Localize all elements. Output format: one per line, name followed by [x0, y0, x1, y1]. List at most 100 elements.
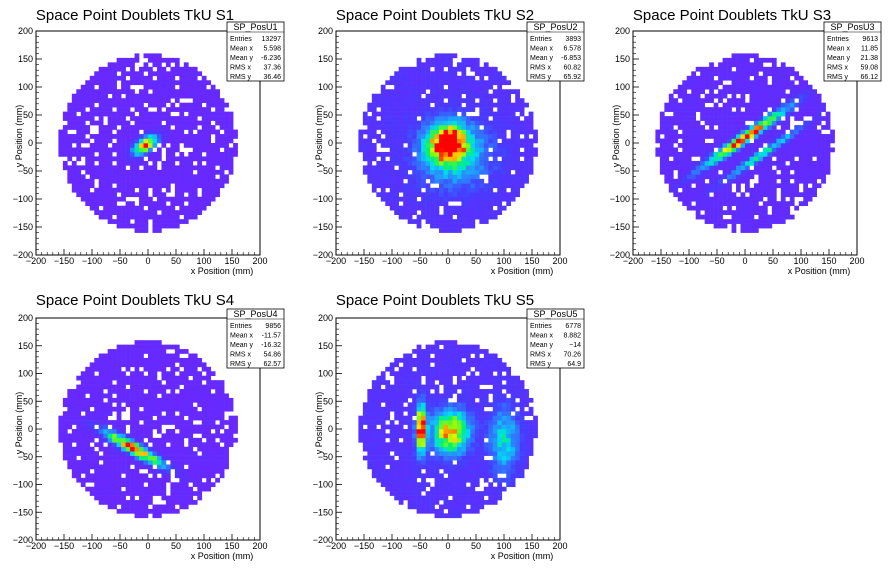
x-tick-label: −50 — [112, 256, 127, 266]
heatmap-cell — [452, 111, 458, 117]
heatmap-cell — [519, 165, 525, 171]
heatmap-cell — [367, 389, 373, 394]
heatmap-cell — [210, 397, 216, 403]
heatmap-cell — [762, 205, 768, 211]
heatmap-cell — [700, 89, 705, 95]
heatmap-cell — [152, 460, 158, 465]
heatmap-cell — [161, 420, 167, 425]
heatmap-cell — [731, 201, 737, 207]
heatmap-cell — [722, 183, 728, 189]
heatmap-cell — [434, 62, 440, 68]
heatmap-cell — [389, 134, 395, 139]
heatmap-cell — [156, 406, 162, 412]
heatmap-cell — [727, 169, 732, 175]
heatmap-cell — [745, 205, 750, 211]
heatmap-cell — [385, 178, 391, 184]
heatmap-cell — [412, 178, 417, 184]
heatmap-cell — [89, 451, 95, 456]
heatmap-cell — [659, 169, 665, 175]
heatmap-cell — [758, 196, 764, 202]
heatmap-cell — [483, 143, 489, 148]
heatmap-cell — [156, 442, 162, 448]
heatmap-cell — [398, 214, 404, 220]
heatmap-cell — [780, 84, 786, 90]
heatmap-cell — [89, 89, 95, 95]
heatmap-cell — [121, 219, 126, 224]
heatmap-cell — [170, 219, 176, 224]
heatmap-cell — [785, 116, 791, 121]
heatmap-cell — [798, 201, 804, 207]
heatmap-cell — [398, 486, 404, 492]
heatmap-cell — [515, 116, 520, 121]
heatmap-cell — [179, 349, 185, 354]
heatmap-cell — [700, 151, 705, 157]
heatmap-cell — [470, 196, 476, 202]
heatmap-cell — [398, 89, 404, 95]
heatmap-cell — [727, 196, 732, 202]
heatmap-cell — [98, 66, 104, 72]
heatmap-cell — [103, 196, 108, 202]
heatmap-cell — [376, 411, 382, 416]
heatmap-cell — [700, 205, 705, 211]
heatmap-cell — [85, 460, 91, 465]
heatmap-cell — [121, 380, 126, 385]
heatmap-cell — [439, 98, 444, 103]
heatmap-cell — [452, 75, 458, 81]
heatmap-cell — [700, 116, 705, 121]
heatmap-cell — [121, 107, 126, 112]
heatmap-cell — [407, 129, 413, 135]
heatmap-cell — [174, 415, 180, 421]
heatmap-cell — [143, 504, 149, 510]
heatmap-cell — [174, 147, 180, 153]
heatmap-cell — [452, 228, 458, 233]
heatmap-cell — [94, 393, 100, 399]
heatmap-cell — [780, 192, 786, 198]
heatmap-cell — [130, 214, 135, 220]
heatmap-cell — [452, 102, 458, 108]
heatmap-cell — [170, 201, 176, 207]
heatmap-cell — [403, 187, 408, 193]
heatmap-cell — [107, 165, 113, 171]
heatmap-cell — [776, 120, 782, 126]
heatmap-cell — [709, 80, 714, 86]
heatmap-cell — [816, 165, 822, 171]
heatmap-cell — [448, 93, 453, 99]
heatmap-cell — [807, 160, 813, 166]
heatmap-cell — [385, 160, 391, 166]
heatmap-cell — [691, 160, 697, 166]
heatmap-cell — [691, 84, 697, 90]
heatmap-cell — [524, 116, 529, 121]
heatmap-cell — [62, 402, 68, 408]
heatmap-cell — [107, 442, 113, 448]
heatmap-cell — [430, 107, 435, 112]
heatmap-cell — [89, 205, 95, 211]
heatmap-cell — [228, 169, 234, 175]
heatmap-cell — [143, 513, 149, 519]
heatmap-cell — [139, 384, 144, 390]
heatmap-cell — [394, 169, 400, 175]
heatmap-cell — [152, 174, 158, 180]
heatmap-cell — [686, 187, 692, 193]
heatmap-cell — [170, 495, 176, 501]
heatmap-cell — [465, 151, 471, 157]
heatmap-cell — [71, 169, 77, 175]
heatmap-cell — [470, 116, 476, 121]
heatmap-cell — [456, 125, 462, 130]
heatmap-cell — [152, 205, 158, 211]
heatmap-cell — [206, 89, 212, 95]
heatmap-cell — [510, 160, 516, 166]
heatmap-cell — [179, 442, 185, 448]
heatmap-cell — [219, 455, 225, 461]
heatmap-cell — [758, 205, 764, 211]
heatmap-cell — [183, 210, 189, 215]
heatmap-cell — [461, 116, 467, 121]
heatmap-cell — [121, 397, 126, 403]
heatmap-cell — [71, 174, 77, 180]
heatmap-cell — [736, 219, 741, 224]
heatmap-cell — [210, 415, 216, 421]
heatmap-cell — [174, 424, 180, 430]
heatmap-cell — [731, 156, 737, 162]
heatmap-cell — [762, 116, 768, 121]
heatmap-cell — [134, 75, 140, 81]
heatmap-cell — [192, 71, 198, 77]
